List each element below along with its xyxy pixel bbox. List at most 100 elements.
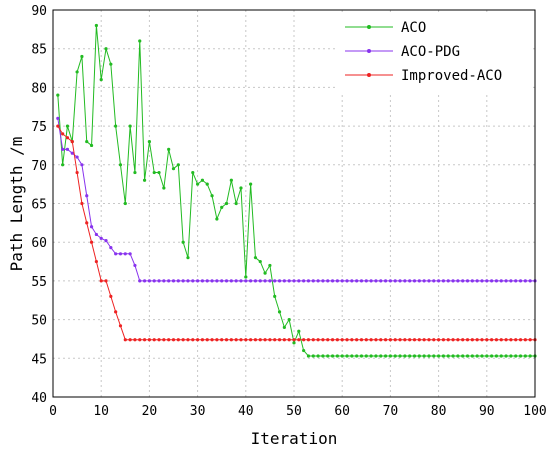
data-point (427, 354, 431, 358)
data-point (480, 279, 484, 283)
data-point (470, 279, 474, 283)
data-point (85, 221, 89, 225)
legend-label: Improved-ACO (401, 68, 502, 84)
data-point (422, 338, 426, 342)
data-point (80, 201, 84, 206)
data-point (432, 338, 436, 342)
data-point (340, 279, 344, 283)
data-point (118, 163, 123, 167)
data-point (253, 279, 258, 283)
data-point (374, 338, 378, 342)
data-point (56, 93, 60, 97)
data-point (451, 354, 455, 358)
data-point (244, 338, 248, 342)
y-tick-label: 60 (31, 236, 47, 251)
data-point (268, 338, 272, 342)
data-point (196, 338, 200, 342)
y-axis-title: Path Length /m (7, 137, 26, 272)
data-point (157, 279, 161, 283)
data-point (297, 279, 301, 283)
data-point (268, 279, 272, 283)
data-point (485, 279, 489, 283)
data-point (200, 338, 205, 342)
y-tick-label: 65 (31, 198, 47, 213)
data-point (518, 338, 523, 342)
legend-swatch-marker (367, 49, 371, 53)
data-point (490, 354, 494, 358)
data-point (239, 186, 243, 190)
data-point (215, 338, 219, 342)
data-point (142, 178, 147, 182)
data-point (273, 338, 277, 342)
data-point (258, 338, 262, 342)
data-point (528, 279, 532, 283)
data-point (133, 170, 137, 175)
data-point (152, 338, 156, 342)
data-point (437, 338, 441, 342)
data-point (379, 279, 383, 283)
x-tick-label: 30 (190, 404, 206, 419)
x-tick-label: 90 (479, 404, 495, 419)
data-point (494, 279, 499, 283)
data-point (475, 338, 479, 342)
data-point (412, 354, 417, 358)
data-point (490, 279, 494, 283)
data-point (171, 279, 176, 283)
data-point (75, 70, 79, 74)
data-point (167, 338, 171, 342)
data-point (369, 279, 373, 283)
data-point (147, 279, 151, 283)
data-point (393, 279, 397, 283)
tick-labels: 0 10 20 30 40 50 60 70 80 90 100 40 45 50 55 60 65 70 75 80… (31, 4, 546, 419)
data-point (350, 354, 354, 358)
data-point (306, 338, 311, 342)
data-point (220, 338, 224, 342)
y-tick-label: 45 (31, 352, 47, 367)
data-point (282, 279, 286, 283)
y-tick-label: 90 (31, 4, 47, 19)
data-point (306, 279, 311, 283)
data-point (75, 155, 79, 159)
data-point (118, 324, 123, 328)
data-point (330, 338, 335, 342)
data-point (128, 338, 132, 342)
data-point (388, 354, 392, 358)
data-point (528, 354, 532, 358)
legend-swatch-marker (367, 73, 371, 77)
data-point (142, 279, 147, 283)
data-point (114, 252, 118, 256)
data-point (297, 338, 301, 342)
data-point (465, 279, 470, 283)
data-point (244, 279, 248, 283)
data-point (56, 116, 60, 120)
data-point (499, 338, 503, 342)
data-point (157, 338, 161, 342)
data-point (359, 279, 364, 283)
data-point (417, 279, 421, 283)
data-point (359, 354, 364, 358)
data-point (432, 354, 436, 358)
data-point (465, 338, 470, 342)
data-point (80, 163, 84, 167)
data-point (364, 354, 368, 358)
data-point (200, 178, 205, 182)
data-point (162, 279, 166, 283)
x-tick-label: 40 (238, 404, 254, 419)
data-point (364, 279, 368, 283)
data-point (65, 147, 70, 151)
data-point (427, 338, 431, 342)
data-point (480, 338, 484, 342)
data-point (514, 279, 518, 283)
data-point (451, 338, 455, 342)
data-point (65, 124, 70, 128)
legend-label: ACO-PDG (401, 44, 460, 60)
x-tick-label: 70 (383, 404, 399, 419)
data-point (114, 124, 118, 128)
data-point (171, 338, 176, 342)
legend-swatch-marker (367, 25, 371, 29)
x-axis-title: Iteration (251, 429, 338, 448)
data-point (398, 279, 402, 283)
data-point (504, 338, 508, 342)
data-point (427, 279, 431, 283)
